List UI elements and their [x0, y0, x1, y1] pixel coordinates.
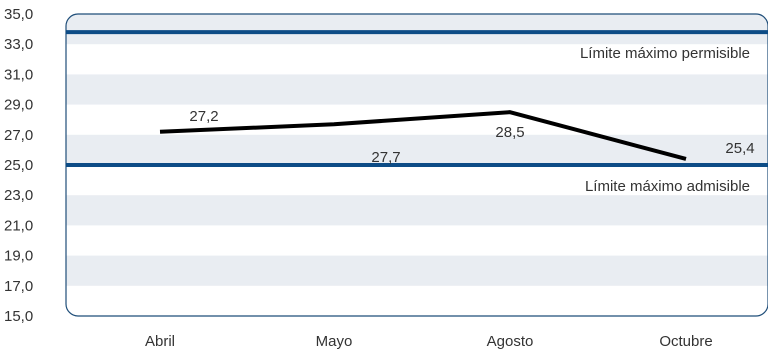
data-label: 27,7 [371, 149, 400, 166]
x-axis: Abril Mayo Agosto Octubre [145, 333, 713, 350]
y-tick-label: 29,0 [4, 97, 33, 114]
reference-line-label: Límite máximo admisible [585, 178, 750, 195]
grid-bands [66, 14, 768, 286]
grid-band [66, 74, 768, 105]
reference-line-label: Límite máximo permisible [580, 45, 750, 62]
x-tick-label: Mayo [316, 333, 353, 350]
grid-band [66, 14, 768, 45]
series-layer [159, 110, 687, 161]
y-tick-label: 31,0 [4, 66, 33, 83]
y-axis: 15,0 17,0 19,0 21,0 23,0 25,0 27,0 29,0 31,0 33,0… [4, 6, 33, 325]
y-tick-label: 15,0 [4, 308, 33, 325]
reference-lines: Límite máximo permisible Límite máximo ad… [66, 30, 768, 195]
grid-band [66, 195, 768, 226]
y-tick-label: 33,0 [4, 36, 33, 53]
y-tick-label: 21,0 [4, 217, 33, 234]
y-tick-label: 17,0 [4, 278, 33, 295]
data-labels: 27,2 27,7 28,5 25,4 [189, 108, 754, 166]
x-tick-label: Abril [145, 333, 175, 350]
grid-band [66, 134, 768, 165]
y-tick-label: 23,0 [4, 187, 33, 204]
y-tick-label: 19,0 [4, 248, 33, 265]
data-label: 25,4 [725, 140, 754, 157]
grid-band [66, 255, 768, 286]
y-tick-label: 35,0 [4, 6, 33, 23]
series-line [159, 110, 687, 161]
x-tick-label: Octubre [659, 333, 712, 350]
y-tick-label: 27,0 [4, 127, 33, 144]
data-label: 28,5 [495, 124, 524, 141]
x-tick-label: Agosto [487, 333, 534, 350]
data-label: 27,2 [189, 108, 218, 125]
y-tick-label: 25,0 [4, 157, 33, 174]
